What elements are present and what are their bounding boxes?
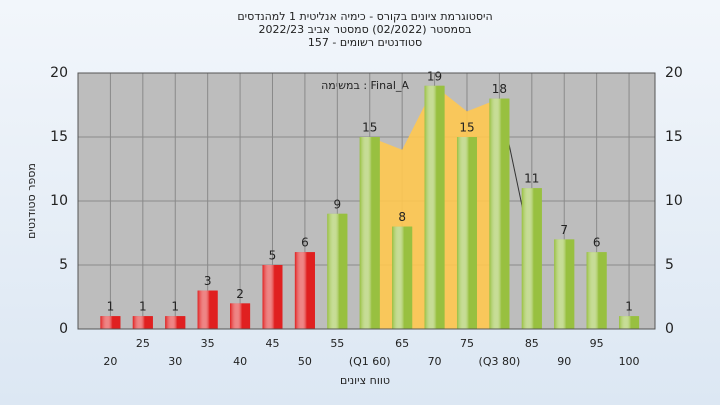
bar: [294, 252, 315, 329]
value-label: 11: [524, 172, 539, 186]
bar: [521, 188, 542, 329]
x-tick-label: 90: [557, 355, 571, 368]
x-tick-label: 100: [619, 355, 640, 368]
value-label: 19: [427, 69, 442, 83]
value-label: 6: [301, 236, 309, 250]
y2-tick-label: 20: [665, 65, 683, 81]
x-tick-label: 50: [298, 355, 312, 368]
value-label: 15: [362, 121, 377, 135]
bar: [327, 213, 348, 329]
value-label: 1: [107, 300, 115, 314]
value-label: 9: [334, 197, 342, 211]
chart-subtitle: בסמסטר (02/2022) סמסטר אביב 2022/23: [258, 23, 471, 36]
y-tick-label: 10: [50, 193, 68, 209]
bar: [489, 98, 510, 329]
x-tick-label: (Q1 60): [349, 355, 391, 368]
x-tick-label: 65: [395, 337, 409, 350]
value-label: 15: [459, 121, 474, 135]
value-label: 3: [204, 274, 212, 288]
x-tick-label: 20: [103, 355, 117, 368]
value-label: 1: [625, 300, 633, 314]
y-axis-label: מספר סטודנטים: [25, 163, 38, 239]
y-tick-label: 15: [50, 129, 68, 145]
bar: [230, 303, 251, 329]
y2-tick-label: 10: [665, 193, 683, 209]
plot-border: [77, 72, 656, 330]
bar: [262, 265, 283, 329]
value-label: 1: [171, 300, 179, 314]
x-tick-label: 30: [168, 355, 182, 368]
y-tick-label: 0: [59, 321, 68, 337]
annotation: במשימה : Final_A: [321, 79, 409, 92]
x-tick-label: 55: [330, 337, 344, 350]
bar: [359, 137, 380, 329]
bar: [554, 239, 575, 329]
chart-title: היסטוגרמת ציונים בקורס - כימיה אנליטית 1…: [237, 10, 492, 23]
x-tick-label: 85: [525, 337, 539, 350]
x-tick-label: 35: [201, 337, 215, 350]
bar: [619, 316, 640, 329]
x-axis-label: טווח ציונים: [340, 374, 390, 387]
x-tick-label: 70: [428, 355, 442, 368]
y-tick-label: 20: [50, 65, 68, 81]
bar: [424, 85, 445, 329]
bar: [456, 137, 477, 329]
bar: [100, 316, 121, 329]
bar: [132, 316, 153, 329]
bar: [392, 226, 413, 329]
value-label: 18: [492, 82, 507, 96]
x-tick-label: 25: [136, 337, 150, 350]
value-label: 2: [236, 287, 244, 301]
y2-tick-label: 5: [665, 257, 674, 273]
y2-tick-label: 0: [665, 321, 674, 337]
bar: [197, 290, 218, 329]
x-tick-label: 75: [460, 337, 474, 350]
value-label: 5: [269, 249, 277, 263]
value-label: 7: [560, 223, 568, 237]
x-tick-label: 45: [265, 337, 279, 350]
chart-subtitle: סטודנטים רשומים - 157: [308, 36, 422, 49]
bar: [165, 316, 186, 329]
value-label: 1: [139, 300, 147, 314]
bar: [586, 252, 607, 329]
y2-tick-label: 15: [665, 129, 683, 145]
y-tick-label: 5: [59, 257, 68, 273]
value-label: 6: [593, 236, 601, 250]
x-tick-label: 40: [233, 355, 247, 368]
x-tick-label: 95: [590, 337, 604, 350]
value-label: 8: [398, 210, 406, 224]
x-tick-label: (Q3 80): [479, 355, 521, 368]
